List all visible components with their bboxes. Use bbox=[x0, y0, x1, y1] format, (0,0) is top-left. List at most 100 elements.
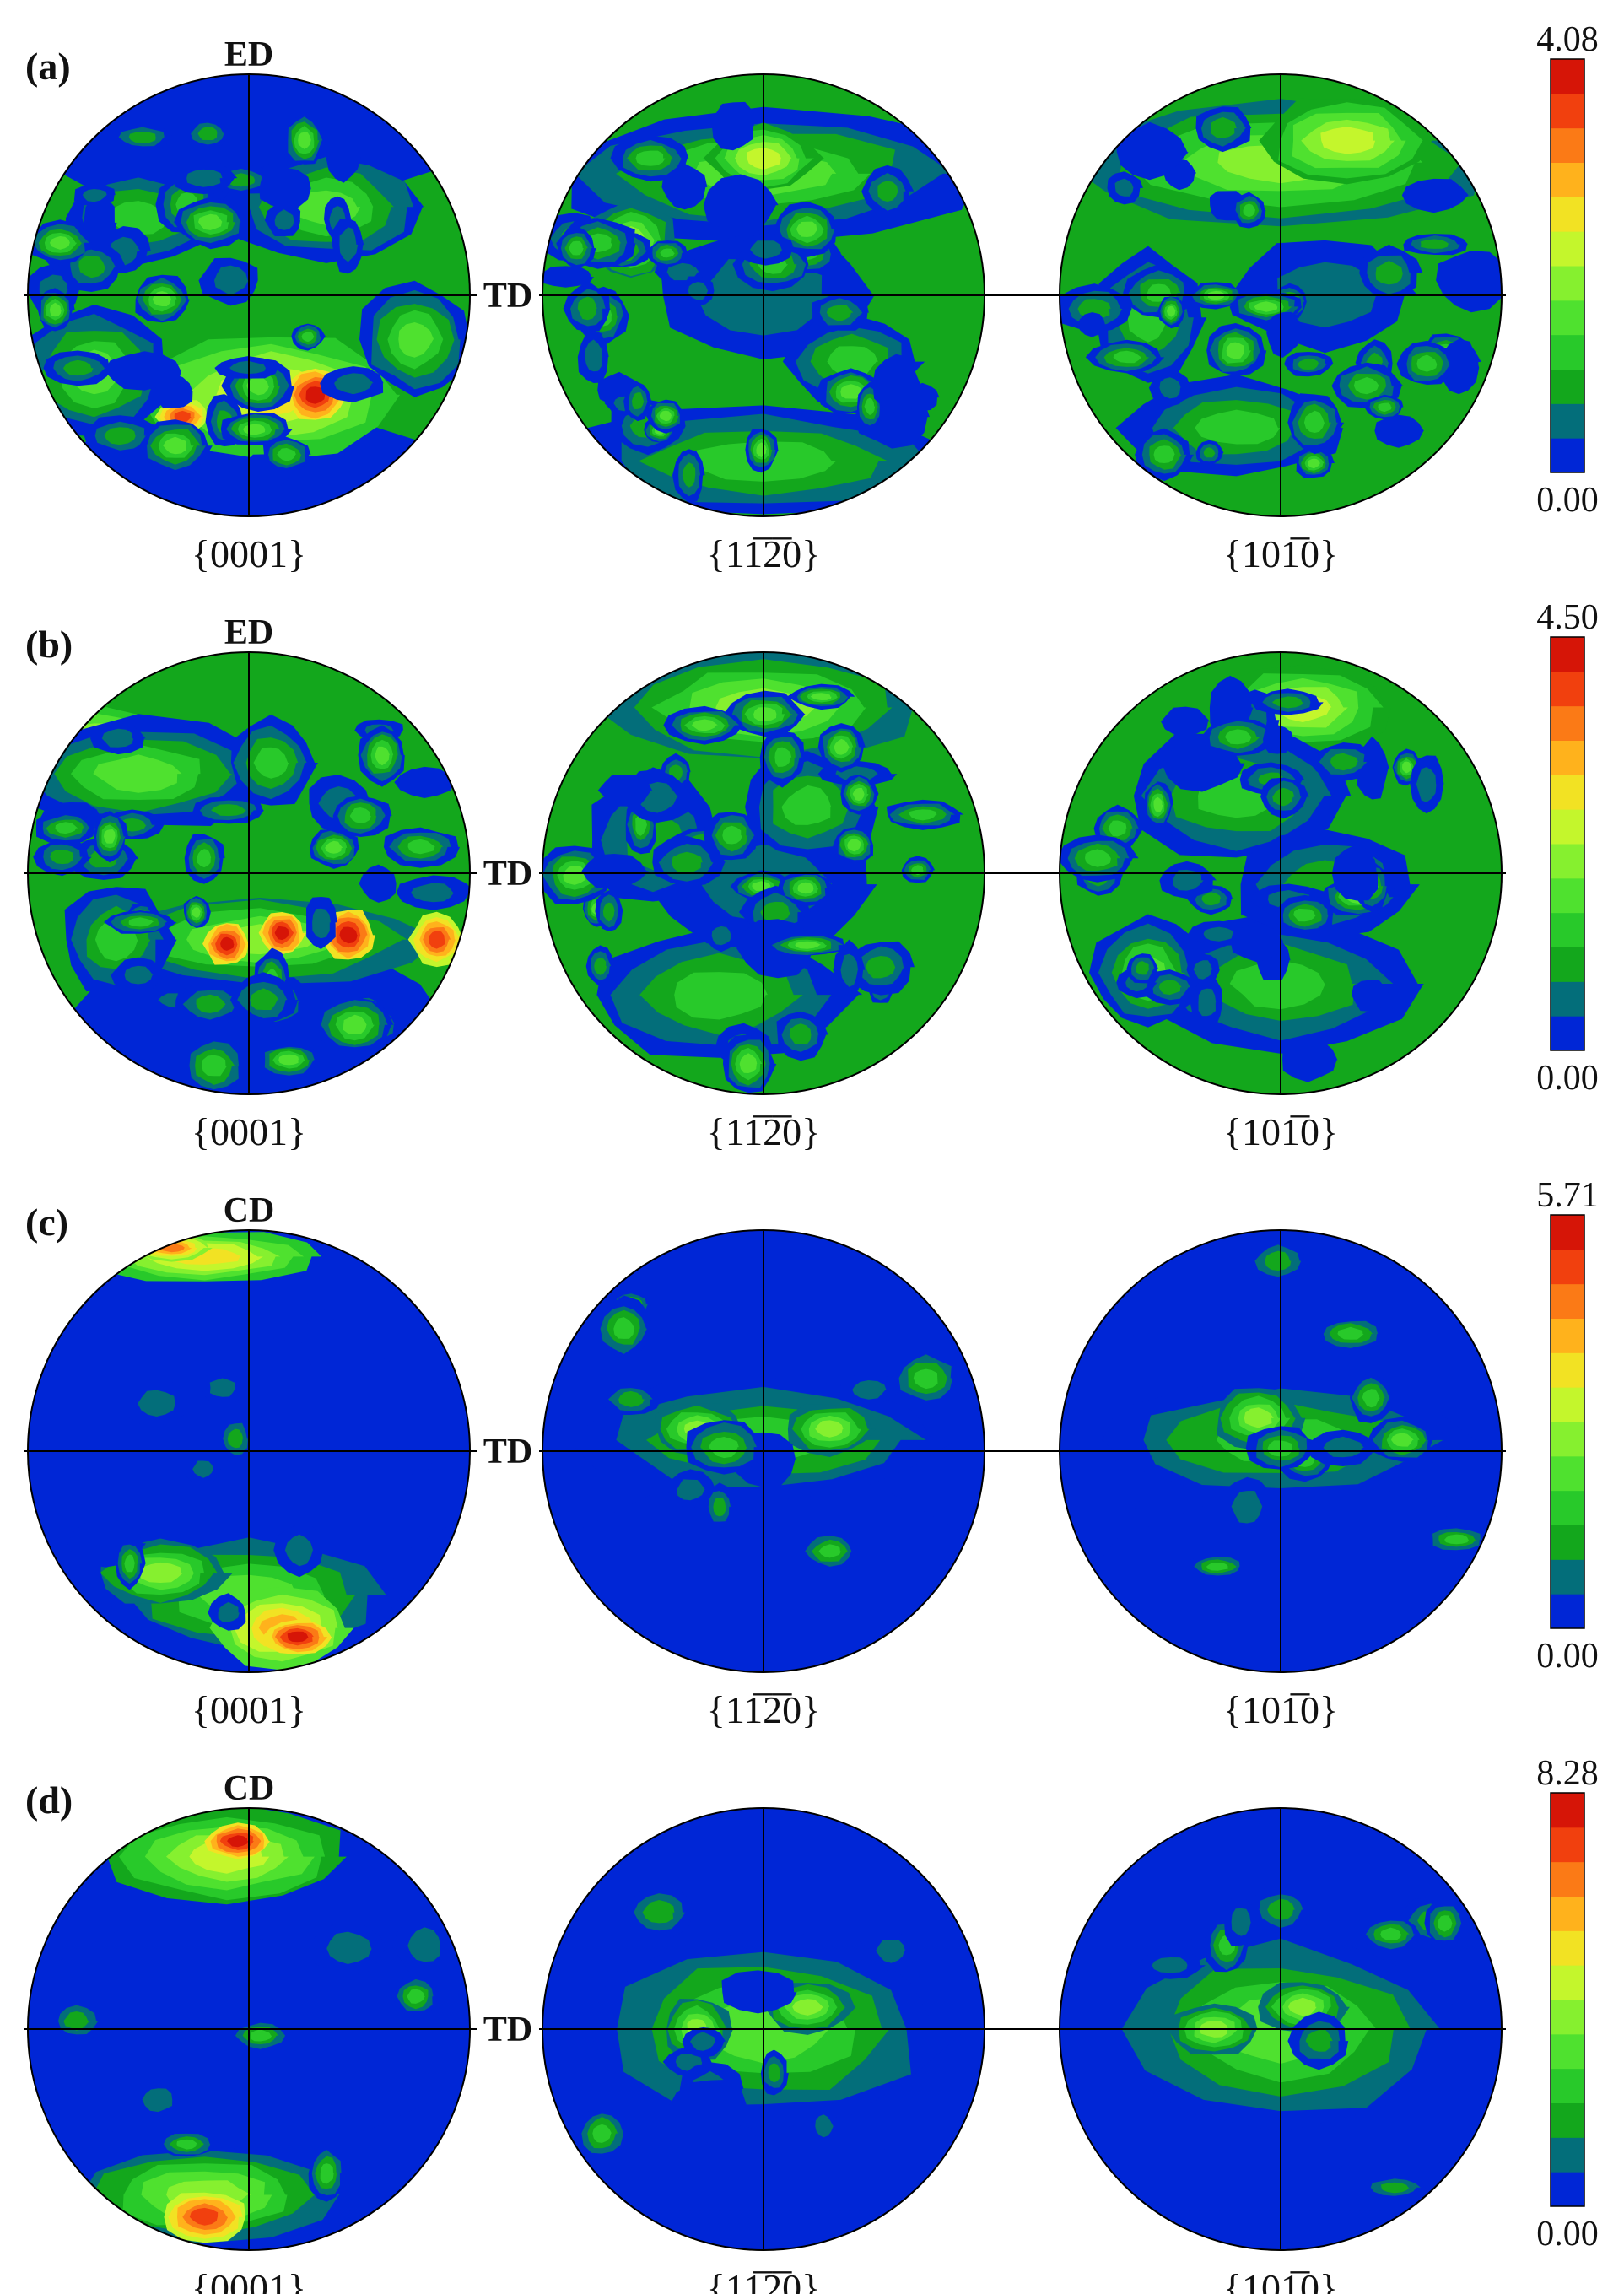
scale-segment bbox=[1551, 1249, 1584, 1285]
intensity-contour bbox=[913, 1368, 938, 1390]
intensity-contour bbox=[142, 2088, 173, 2113]
scale-segment bbox=[1551, 197, 1584, 232]
intensity-contour bbox=[124, 965, 154, 985]
intensity-contour bbox=[872, 354, 920, 413]
intensity-contour bbox=[1114, 178, 1134, 197]
intensity-contour bbox=[227, 1835, 249, 1848]
scale-segment bbox=[1551, 705, 1584, 741]
pole-family-label: {11̅2̅0} bbox=[707, 1110, 820, 1153]
intensity-contour bbox=[192, 1460, 214, 1478]
intensity-contour bbox=[250, 988, 279, 1010]
intensity-contour bbox=[1105, 1456, 1142, 1515]
intensity-contour bbox=[1282, 1039, 1338, 1082]
intensity-contour bbox=[1198, 988, 1217, 1017]
scale-segment bbox=[1551, 844, 1584, 879]
scale-segment bbox=[1551, 1283, 1584, 1319]
intensity-contour bbox=[407, 1927, 441, 1962]
intensity-contour bbox=[325, 840, 343, 854]
scale-segment bbox=[1551, 912, 1584, 947]
intensity-contour bbox=[613, 1317, 635, 1339]
intensity-contour bbox=[112, 201, 170, 235]
scale-max-label: 4.50 bbox=[1536, 598, 1599, 637]
intensity-contour bbox=[1203, 926, 1236, 942]
intensity-contour bbox=[1135, 961, 1150, 975]
intensity-contour bbox=[1391, 1433, 1414, 1447]
intensity-contour bbox=[229, 1939, 294, 2004]
intensity-contour bbox=[163, 436, 186, 455]
panel-label: (d) bbox=[25, 1779, 73, 1822]
scale-segment bbox=[1551, 1215, 1584, 1250]
intensity-contour bbox=[711, 926, 731, 946]
intensity-contour bbox=[1265, 1250, 1292, 1271]
pole-figure: {101̅0} bbox=[1059, 1229, 1503, 1731]
scale-segment bbox=[1551, 162, 1584, 197]
intensity-contour bbox=[597, 775, 653, 807]
intensity-contour bbox=[1113, 350, 1142, 364]
intensity-contour bbox=[682, 462, 696, 488]
intensity-contour bbox=[259, 167, 311, 208]
intensity-contour bbox=[198, 213, 223, 230]
intensity-contour bbox=[797, 882, 814, 894]
scale-segment bbox=[1551, 334, 1584, 370]
pole-family-label: {101̅0} bbox=[1223, 2266, 1338, 2294]
intensity-contour bbox=[632, 392, 645, 409]
intensity-contour bbox=[1153, 445, 1175, 463]
intensity-contour bbox=[795, 941, 822, 949]
intensity-contour bbox=[1266, 311, 1299, 358]
pole-family-label: {11̅2̅0} bbox=[707, 2266, 820, 2294]
intensity-contour bbox=[1243, 203, 1256, 218]
pole-family-label: {0001} bbox=[192, 1688, 306, 1731]
scale-segment bbox=[1551, 2033, 1584, 2070]
intensity-contour bbox=[752, 881, 771, 891]
intensity-contour bbox=[227, 1428, 244, 1449]
intensity-contour bbox=[722, 825, 742, 845]
direction-label-horizontal: TD bbox=[483, 2011, 532, 2049]
scale-segment bbox=[1551, 59, 1584, 94]
scale-segment bbox=[1551, 877, 1584, 914]
scale-segment bbox=[1551, 1965, 1584, 2000]
scale-segment bbox=[1551, 947, 1584, 982]
intensity-contour bbox=[721, 1970, 797, 2014]
intensity-contour bbox=[876, 1940, 905, 1963]
direction-label-vertical: ED bbox=[224, 613, 273, 652]
scale-max-label: 8.28 bbox=[1536, 1754, 1599, 1793]
intensity-contour bbox=[93, 754, 182, 793]
intensity-contour bbox=[1298, 358, 1319, 370]
intensity-contour bbox=[253, 747, 289, 779]
intensity-contour bbox=[278, 1054, 299, 1066]
intensity-contour bbox=[104, 829, 116, 844]
intensity-contour bbox=[407, 1989, 425, 2004]
scale-segment bbox=[1551, 671, 1584, 707]
pole-family-label: {101̅0} bbox=[1223, 1688, 1338, 1731]
intensity-contour bbox=[1374, 414, 1424, 448]
scale-segment bbox=[1551, 1525, 1584, 1560]
intensity-contour bbox=[246, 375, 270, 396]
intensity-contour bbox=[343, 1014, 367, 1034]
pole-figure: {0001} bbox=[27, 651, 471, 1153]
scale-segment bbox=[1551, 93, 1584, 129]
intensity-contour bbox=[155, 373, 193, 408]
intensity-contour bbox=[810, 693, 832, 700]
intensity-contour bbox=[1229, 960, 1325, 1010]
scale-max-label: 4.08 bbox=[1536, 20, 1599, 59]
intensity-contour bbox=[796, 221, 818, 237]
intensity-contour bbox=[1193, 960, 1213, 980]
intensity-contour bbox=[1085, 849, 1111, 867]
intensity-contour bbox=[852, 1380, 887, 1400]
pole-family-label: {101̅0} bbox=[1223, 1110, 1338, 1153]
intensity-contour bbox=[312, 908, 332, 939]
intensity-contour bbox=[220, 936, 235, 951]
intensity-contour bbox=[250, 2029, 272, 2042]
intensity-contour bbox=[339, 227, 359, 262]
intensity-contour bbox=[667, 2079, 749, 2140]
intensity-contour bbox=[305, 386, 326, 404]
intensity-contour bbox=[375, 746, 390, 766]
scale-segment bbox=[1551, 231, 1584, 267]
color-scale-bar bbox=[1550, 1792, 1585, 2207]
intensity-contour bbox=[197, 849, 212, 868]
intensity-contour bbox=[277, 448, 296, 461]
panel-label: (a) bbox=[25, 45, 71, 88]
intensity-contour bbox=[1206, 1563, 1228, 1571]
pole-figure: {11̅2̅0} bbox=[542, 651, 985, 1153]
intensity-contour bbox=[174, 410, 192, 423]
